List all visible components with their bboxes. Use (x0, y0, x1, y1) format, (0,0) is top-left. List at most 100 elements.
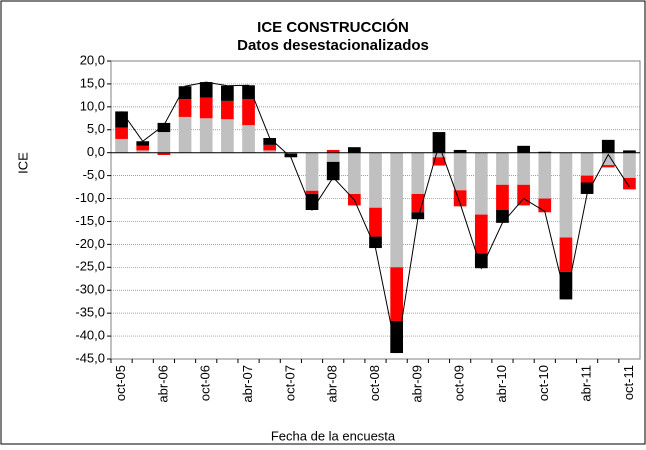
bar-segment (199, 82, 213, 98)
bar-segment (411, 152, 425, 194)
bar-segment (263, 144, 277, 151)
bar-segment (559, 237, 573, 272)
x-tick-label: abr-09 (409, 365, 424, 403)
bar-segment (580, 152, 594, 176)
bar-segment (326, 149, 340, 153)
y-tick-label: 20,0 (80, 52, 105, 67)
bar-segment (263, 150, 277, 153)
bar-segment (115, 111, 128, 128)
line-series (121, 81, 630, 354)
y-tick-label: -45,0 (75, 350, 105, 365)
bar-segment (242, 125, 255, 153)
y-tick-label: -40,0 (75, 328, 105, 343)
bar-segment (453, 152, 467, 191)
y-tick-label: -25,0 (75, 259, 105, 274)
bar-segment (432, 157, 446, 166)
bar-segment (178, 116, 192, 153)
bar-segment (580, 182, 594, 194)
bar-segment (221, 119, 234, 153)
x-tick-label: oct-10 (536, 365, 551, 401)
bar-segment (157, 122, 171, 133)
bar-segment (136, 150, 150, 153)
bar-segment (623, 150, 636, 153)
bar-segment (432, 152, 446, 158)
bar-segment (305, 190, 319, 194)
bar-segment (474, 214, 488, 254)
bar-segment (115, 127, 128, 139)
y-tick-label: -10,0 (75, 190, 105, 205)
bar-segment (347, 152, 361, 194)
x-tick-label: abr-10 (494, 365, 509, 403)
y-tick-label: 10,0 (80, 98, 105, 113)
bar-segment (517, 184, 530, 206)
y-axis-label: ICE (15, 152, 30, 174)
bar-segment (369, 207, 382, 237)
bar-segment (453, 149, 467, 153)
bar-segment (305, 193, 319, 210)
bar-segment (178, 99, 192, 117)
bar-segment (411, 212, 425, 220)
x-tick-label: oct-11 (621, 365, 636, 400)
x-tick-label: oct-08 (367, 365, 382, 401)
y-tick-label: -20,0 (75, 236, 105, 251)
bar-segment (136, 145, 150, 151)
x-tick-label: oct-09 (452, 365, 467, 401)
bar-segment (496, 184, 509, 210)
y-tick-label: -30,0 (75, 282, 105, 297)
bar-segment (474, 152, 488, 215)
bar-segment (496, 152, 509, 185)
x-tick-label: oct-07 (282, 365, 297, 401)
bar-segment (559, 271, 573, 300)
x-axis-label: Fecha de la encuesta (271, 428, 396, 443)
bar-segment (517, 152, 530, 185)
bar-segment (305, 152, 319, 191)
y-tick-label: -15,0 (75, 213, 105, 228)
bar-segment (199, 118, 213, 153)
y-tick-label: -5,0 (83, 167, 105, 182)
bar-segment (538, 152, 552, 199)
bar-segment (390, 267, 404, 321)
bar-segment (157, 152, 171, 155)
y-tick-label: 15,0 (80, 75, 105, 90)
bar-segment (580, 175, 594, 183)
x-tick-label: oct-05 (113, 365, 128, 401)
bar-segment (369, 152, 382, 208)
bar-segment (115, 138, 128, 153)
chart-title: ICE CONSTRUCCIÓN (257, 18, 409, 36)
x-tick-label: abr-11 (579, 365, 594, 402)
bar-segment (601, 165, 615, 168)
y-tick-label: 5,0 (87, 121, 105, 136)
bar-segment (199, 97, 213, 119)
bar-segment (221, 85, 234, 101)
bar-segment (623, 177, 636, 190)
bar-segment (178, 86, 192, 100)
bar-segment (263, 138, 277, 145)
bar-segment (390, 320, 404, 354)
x-tick-label: abr-08 (325, 365, 340, 403)
bar-segment (432, 132, 446, 153)
bar-segment (326, 161, 340, 181)
bar-segment (559, 152, 573, 238)
x-tick-label: abr-06 (155, 365, 170, 403)
bar-segment (623, 152, 636, 178)
x-tick-label: abr-07 (240, 365, 255, 403)
bar-segment (136, 141, 150, 146)
bar-segment (517, 145, 530, 153)
bar-segment (601, 152, 615, 166)
y-tick-label: 0,0 (87, 144, 105, 159)
bar-segment (242, 99, 255, 126)
bar-segment (496, 210, 509, 223)
bar-segment (284, 153, 298, 158)
bar-segment (157, 132, 171, 153)
x-tick-label: oct-06 (198, 365, 213, 401)
bar-segment (601, 139, 615, 153)
bar-segment (242, 85, 255, 100)
y-tick-label: -35,0 (75, 305, 105, 320)
bar-segment (390, 152, 404, 268)
chart-subtitle: Datos desestacionalizados (237, 37, 429, 54)
bar-segment (326, 152, 340, 162)
bar-segment (347, 147, 361, 153)
bar-segment (369, 236, 382, 249)
bar-segment (538, 198, 552, 213)
